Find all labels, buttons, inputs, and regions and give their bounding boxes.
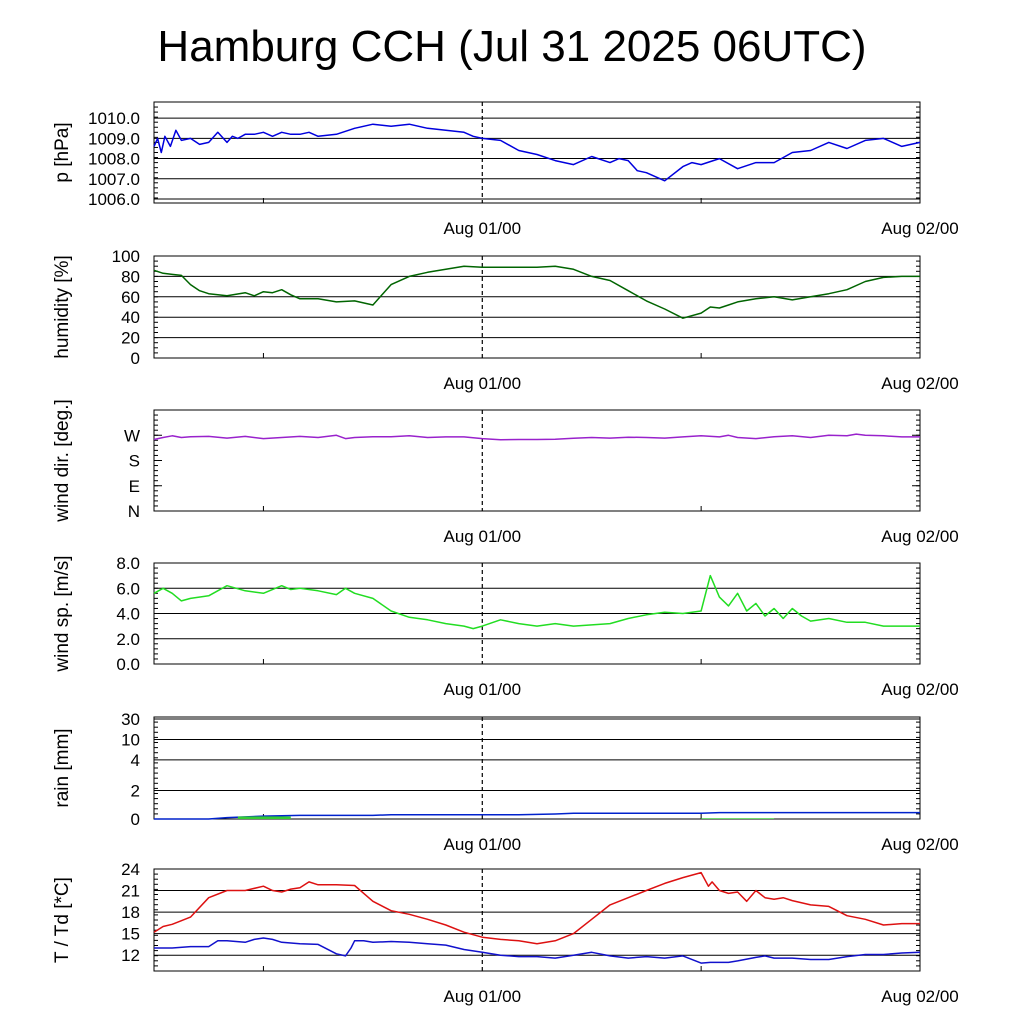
wind-direction-y-tick-label: S <box>129 452 140 471</box>
humidity-y-tick-label: 0 <box>131 349 140 368</box>
wind-direction-y-tick-label: E <box>129 477 140 496</box>
humidity-y-tick-label: 100 <box>112 247 140 266</box>
humidity-series-line-0 <box>153 265 920 319</box>
rain-hourly-bar <box>237 816 291 819</box>
pressure-x-tick-label: Aug 01/00 <box>444 219 522 238</box>
wind-speed-y-tick-label: 8.0 <box>116 554 140 573</box>
pressure-y-tick-label: 1010.0 <box>88 109 140 128</box>
pressure-x-tick-label: Aug 02/00 <box>881 219 959 238</box>
temperature-y-tick-label: 18 <box>121 903 140 922</box>
pressure-y-axis-label: p [hPa] <box>52 122 73 182</box>
temperature-frame <box>153 868 921 972</box>
wind-speed-y-tick-label: 4.0 <box>116 605 140 624</box>
rain-series-line-0 <box>154 811 920 820</box>
pressure-y-tick-label: 1009.0 <box>88 129 140 148</box>
rain-y-tick-label: 2 <box>131 781 140 800</box>
wind-direction-y-axis-label: wind dir. [deg.] <box>52 399 73 523</box>
temperature-y-tick-label: 24 <box>121 860 140 879</box>
wind-speed-y-axis-label: wind sp. [m/s] <box>52 555 73 672</box>
humidity-y-tick-label: 60 <box>121 288 140 307</box>
humidity-x-tick-label: Aug 01/00 <box>444 374 522 393</box>
wind-direction-x-tick-label: Aug 01/00 <box>444 527 522 546</box>
temperature-y-tick-label: 15 <box>121 925 140 944</box>
temperature-x-tick-label: Aug 02/00 <box>881 987 959 1006</box>
wind-speed-x-tick-label: Aug 02/00 <box>881 680 959 699</box>
pressure-y-tick-label: 1007.0 <box>88 170 140 189</box>
humidity-frame <box>153 255 921 359</box>
pressure-y-tick-label: 1008.0 <box>88 150 140 169</box>
rain-frame <box>153 716 921 820</box>
chart-title: Hamburg CCH (Jul 31 2025 06UTC) <box>157 22 867 71</box>
rain-x-tick-label: Aug 01/00 <box>444 835 522 854</box>
rain-x-tick-label: Aug 02/00 <box>881 835 959 854</box>
humidity-y-tick-label: 20 <box>121 329 140 348</box>
pressure-series-line-0 <box>153 123 921 182</box>
pressure-y-tick-label: 1006.0 <box>88 190 140 209</box>
wind-direction-y-tick-label: W <box>124 426 140 445</box>
rain-y-tick-label: 10 <box>121 730 140 749</box>
humidity-y-tick-label: 40 <box>121 308 140 327</box>
humidity-y-tick-label: 80 <box>121 267 140 286</box>
temperature-y-tick-label: 12 <box>121 946 140 965</box>
rain-y-tick-label: 0 <box>131 810 140 829</box>
rain-y-tick-label: 4 <box>131 751 140 770</box>
rain-y-axis-label: rain [mm] <box>52 728 73 807</box>
wind-direction-frame <box>153 409 921 512</box>
rain-hourly-bar <box>701 818 775 819</box>
temperature-series-line-1 <box>154 937 921 964</box>
rain-y-tick-label: 30 <box>121 710 140 729</box>
wind-speed-series-line-0 <box>153 574 920 630</box>
temperature-y-tick-label: 21 <box>121 882 140 901</box>
wind-speed-y-tick-label: 0.0 <box>116 655 140 674</box>
wind-speed-y-tick-label: 2.0 <box>116 630 140 649</box>
humidity-x-tick-label: Aug 02/00 <box>881 374 959 393</box>
pressure-frame <box>153 101 921 204</box>
temperature-x-tick-label: Aug 01/00 <box>444 987 522 1006</box>
wind-speed-x-tick-label: Aug 01/00 <box>444 680 522 699</box>
wind-direction-series-line-0 <box>153 433 920 441</box>
temperature-series-line-0 <box>153 871 920 945</box>
humidity-y-axis-label: humidity [%] <box>52 255 73 358</box>
temperature-y-axis-label: T / Td [*C] <box>52 877 73 963</box>
wind-speed-y-tick-label: 6.0 <box>116 579 140 598</box>
wind-direction-y-tick-label: N <box>128 502 140 521</box>
wind-direction-x-tick-label: Aug 02/00 <box>881 527 959 546</box>
